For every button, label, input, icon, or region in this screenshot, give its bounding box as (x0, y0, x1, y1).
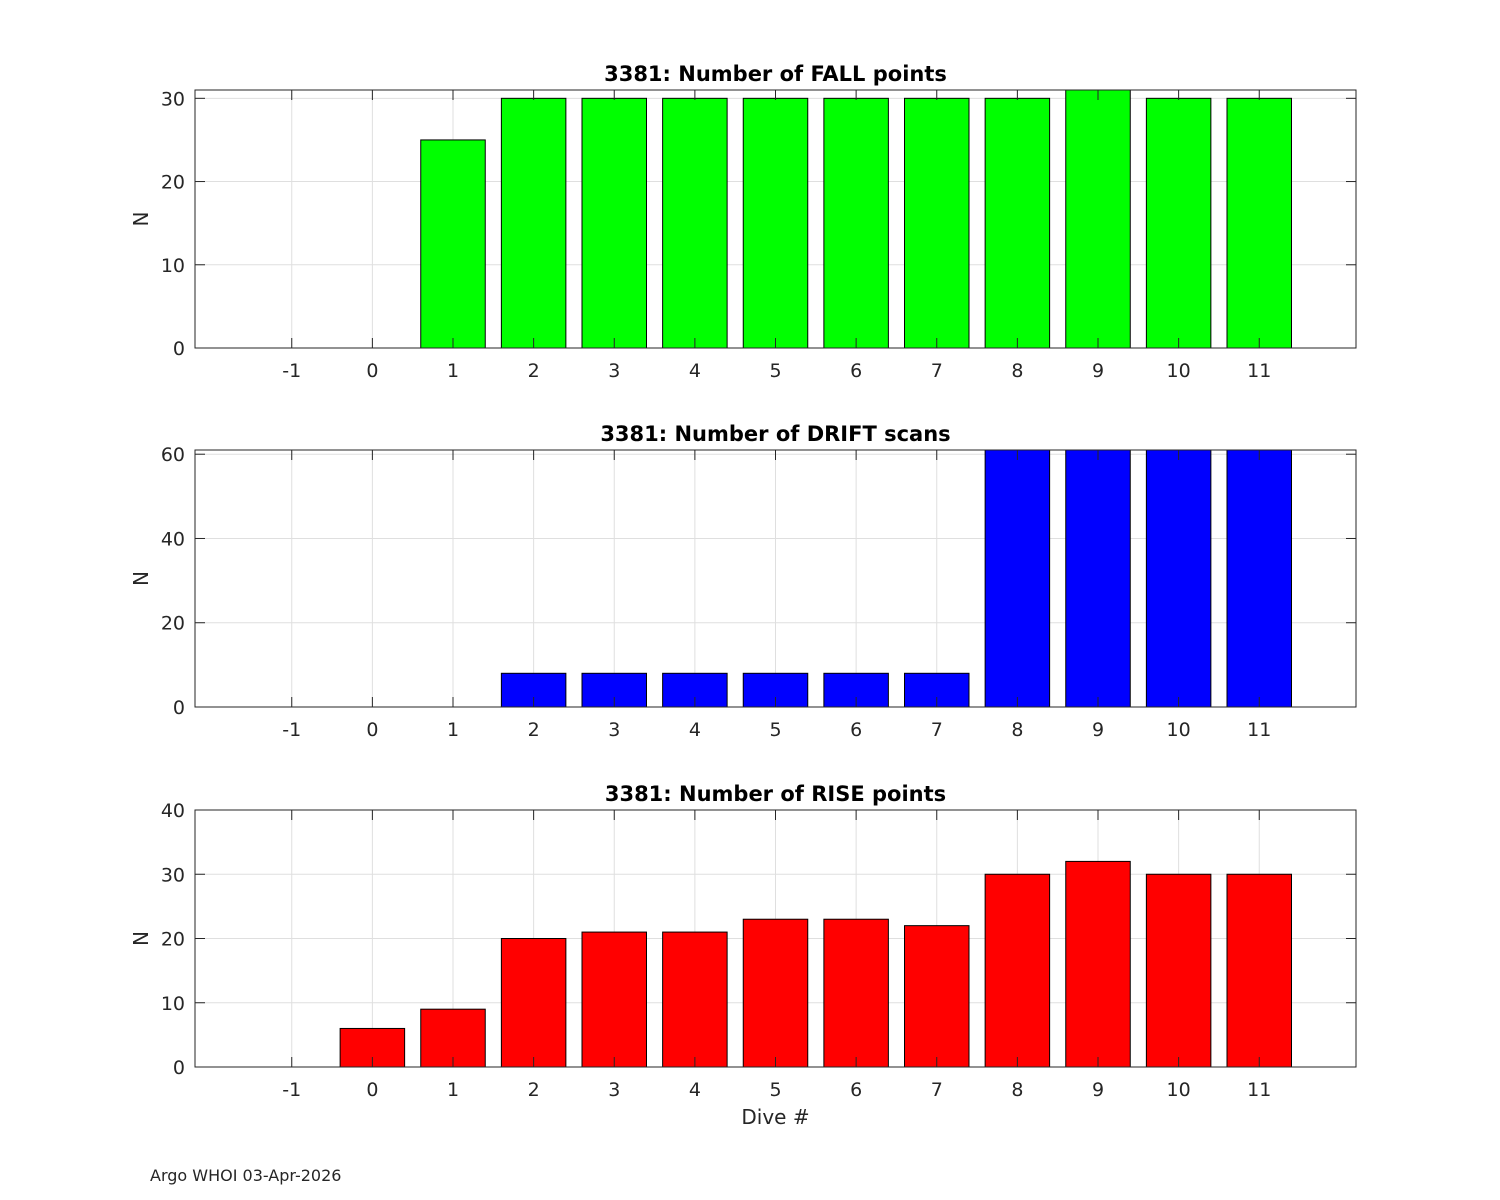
chart1-x-tick-label: 6 (850, 360, 862, 382)
chart2-x-tick-label: 5 (769, 719, 781, 741)
chart3-x-tick-label: 9 (1092, 1079, 1104, 1101)
chart3-x-tick-label: 3 (608, 1079, 620, 1101)
chart1-bar (500, 97, 567, 349)
chart2-bar (1226, 449, 1292, 708)
chart1-x-tick-label: 7 (931, 360, 943, 382)
chart3-bar (662, 931, 728, 1068)
chart1-x-tick-label: 3 (608, 360, 620, 382)
chart3-y-tick-label: 0 (173, 1057, 185, 1079)
chart1-bar (742, 97, 809, 349)
chart1-x-tick-label: 8 (1011, 360, 1023, 382)
chart3-x-tick-label: 4 (689, 1079, 701, 1101)
chart3-x-tick-label: 2 (528, 1079, 540, 1101)
chart1-x-tick-label: 10 (1167, 360, 1191, 382)
chart3-x-tick-label: 8 (1011, 1079, 1023, 1101)
chart3-y-tick-label: 30 (161, 864, 185, 886)
chart3-x-tick-label: 5 (769, 1079, 781, 1101)
chart2-x-tick-label: 8 (1011, 719, 1023, 741)
chart2-x-tick-label: -1 (282, 719, 301, 741)
chart3-x-tick-label: 0 (366, 1079, 378, 1101)
chart1-bar (420, 139, 486, 349)
chart2-bar (1145, 449, 1212, 708)
chart3-bar (500, 938, 567, 1068)
chart2-x-tick-label: 7 (931, 719, 943, 741)
chart3-bar (823, 918, 889, 1068)
chart1-x-tick-label: 9 (1092, 360, 1104, 382)
chart2-x-tick-label: 2 (528, 719, 540, 741)
chart3-bar (904, 925, 970, 1068)
chart2-x-tick-label: 0 (366, 719, 378, 741)
chart2-bar (1065, 449, 1131, 708)
chart2-y-tick-label: 60 (161, 444, 185, 466)
chart2-x-tick-label: 10 (1167, 719, 1191, 741)
chart2-title: 3381: Number of DRIFT scans (600, 422, 950, 446)
chart2-y-tick-label: 0 (173, 697, 185, 719)
chart3-bar (1226, 873, 1292, 1068)
chart1-y-tick-label: 10 (161, 255, 185, 277)
chart3-bar (984, 873, 1051, 1068)
chart1-y-tick-label: 30 (161, 88, 185, 110)
chart2-y-axis-label: N (129, 571, 153, 586)
chart1-x-tick-label: 0 (366, 360, 378, 382)
chart1-x-tick-label: -1 (282, 360, 301, 382)
chart1-bar (1226, 97, 1292, 349)
chart3-bar (581, 931, 647, 1068)
chart1-bar (581, 97, 647, 349)
chart1-x-tick-label: 5 (769, 360, 781, 382)
chart2-bar (984, 449, 1051, 708)
chart3-y-axis-label: N (129, 931, 153, 946)
chart3-bar (1145, 873, 1212, 1068)
chart1-bar (1065, 89, 1131, 349)
chart2-y-tick-label: 40 (161, 528, 185, 550)
chart3-bar (1065, 860, 1131, 1068)
chart3-x-axis-label: Dive # (741, 1105, 809, 1129)
chart1-y-tick-label: 0 (173, 338, 185, 360)
chart3-x-tick-label: -1 (282, 1079, 301, 1101)
chart1-x-tick-label: 2 (528, 360, 540, 382)
chart3-y-tick-label: 10 (161, 993, 185, 1015)
chart1-bar (823, 97, 889, 349)
chart1-title: 3381: Number of FALL points (604, 62, 947, 86)
chart2-x-tick-label: 9 (1092, 719, 1104, 741)
chart2-x-tick-label: 3 (608, 719, 620, 741)
chart2-x-tick-label: 1 (447, 719, 459, 741)
chart2-x-tick-label: 6 (850, 719, 862, 741)
chart1-bar (1145, 97, 1212, 349)
chart3-y-tick-label: 20 (161, 929, 185, 951)
chart2-x-tick-label: 11 (1247, 719, 1271, 741)
chart1-x-tick-label: 4 (689, 360, 701, 382)
chart3-x-tick-label: 1 (447, 1079, 459, 1101)
chart1-y-tick-label: 20 (161, 172, 185, 194)
chart1-bar (904, 97, 970, 349)
chart2-y-tick-label: 20 (161, 613, 185, 635)
chart1-y-axis-label: N (129, 212, 153, 227)
chart2-x-tick-label: 4 (689, 719, 701, 741)
footer-text: Argo WHOI 03-Apr-2026 (150, 1166, 342, 1185)
chart1-x-tick-label: 1 (447, 360, 459, 382)
chart3-title: 3381: Number of RISE points (605, 782, 946, 806)
chart1-bar (984, 97, 1051, 349)
chart1-x-tick-label: 11 (1247, 360, 1271, 382)
chart3-x-tick-label: 7 (931, 1079, 943, 1101)
chart3-y-tick-label: 40 (161, 800, 185, 822)
chart3-x-tick-label: 10 (1167, 1079, 1191, 1101)
chart3-x-tick-label: 11 (1247, 1079, 1271, 1101)
chart3-x-tick-label: 6 (850, 1079, 862, 1101)
chart1-bar (662, 97, 728, 349)
chart3-bar (742, 918, 809, 1068)
